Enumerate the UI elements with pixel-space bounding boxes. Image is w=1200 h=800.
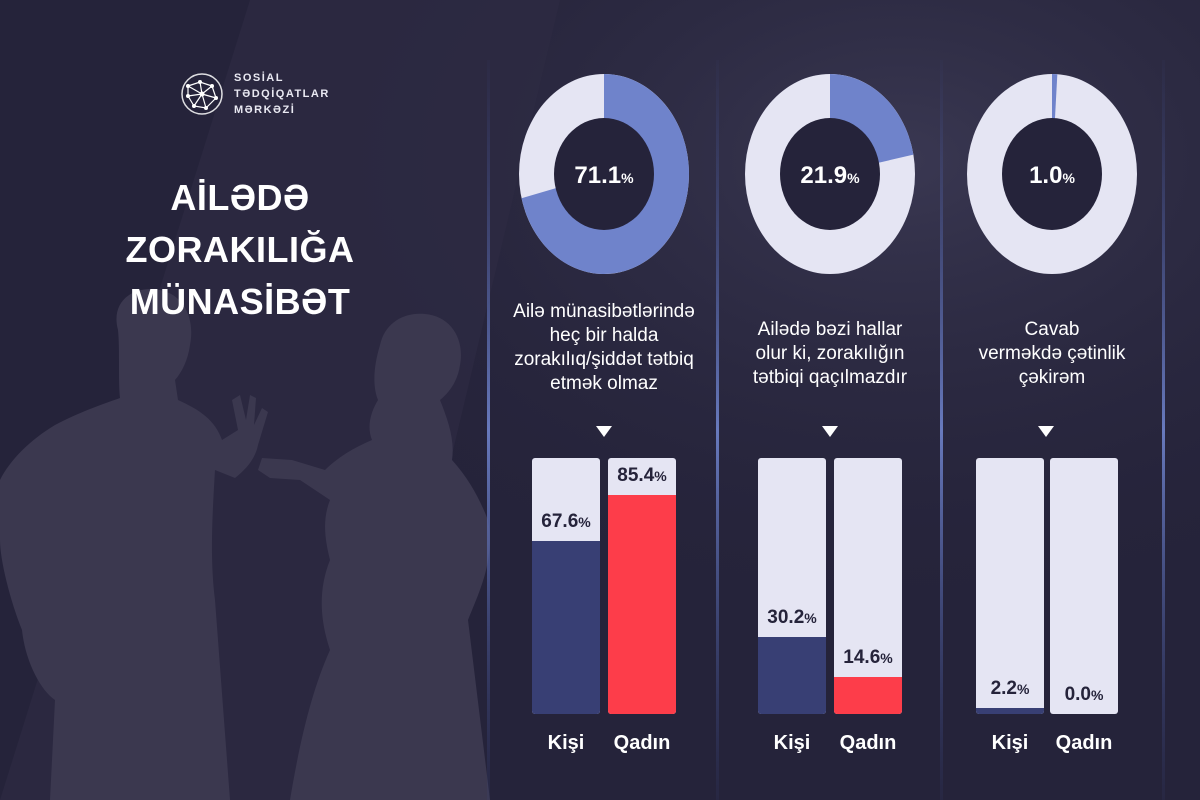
category-label-kisi: Kişi xyxy=(991,732,1029,754)
answer-column-2: 21.9% Ailədə bəzi hallar olur ki, zorakı… xyxy=(730,0,930,800)
man-silhouette xyxy=(0,289,268,800)
brand-line: SOSİAL xyxy=(234,72,284,84)
bar-value-label: 14.6% xyxy=(843,647,893,668)
donut-center xyxy=(1002,118,1102,230)
category-label-kisi: Kişi xyxy=(773,732,811,754)
answer-text: Ailədə bəzi hallar olur ki, zorakılığın … xyxy=(720,318,940,390)
divider-2 xyxy=(716,60,719,800)
title-line: AİLƏDƏ ZORAKILIĞA xyxy=(125,177,355,270)
pointer-triangle-icon xyxy=(822,426,838,437)
bar-qadin: 14.6% xyxy=(834,458,902,714)
donut-chart: 1.0% xyxy=(962,72,1142,277)
title-line: MÜNASİBƏT xyxy=(129,281,351,322)
donut-center xyxy=(780,118,880,230)
answer-column-3: 1.0% Cavab verməkdə çətinlik çəkirəm 2.2… xyxy=(952,0,1152,800)
divider-1 xyxy=(487,60,490,800)
bar-value-label: 2.2% xyxy=(990,678,1030,699)
pointer-triangle-icon xyxy=(596,426,612,437)
bar-kisi: 2.2% xyxy=(976,458,1044,714)
donut-value-label: 71.1% xyxy=(574,162,634,189)
pointer-triangle-icon xyxy=(1038,426,1054,437)
bar-fill-kisi xyxy=(532,541,600,714)
category-label-qadin: Qadın xyxy=(613,732,671,754)
bar-fill-kisi xyxy=(976,708,1044,714)
donut-value-label: 21.9% xyxy=(800,162,860,189)
category-label-qadin: Qadın xyxy=(839,732,897,754)
bar-fill-kisi xyxy=(758,637,826,714)
answer-line: tətbiqi qaçılmazdır xyxy=(752,367,908,388)
answer-text: Cavab verməkdə çətinlik çəkirəm xyxy=(942,318,1162,390)
answer-text: Ailə münasibətlərində heç bir halda zora… xyxy=(494,300,714,396)
bar-value-label: 85.4% xyxy=(617,465,667,486)
brand-logo: SOSİAL TƏDQİQATLAR MƏRKƏZİ xyxy=(178,70,330,118)
answer-line: Ailədə bəzi hallar xyxy=(757,319,903,340)
brand-name: SOSİAL TƏDQİQATLAR MƏRKƏZİ xyxy=(234,70,330,118)
category-label-qadin: Qadın xyxy=(1055,732,1113,754)
page-title: AİLƏDƏ ZORAKILIĞA MÜNASİBƏT xyxy=(90,172,390,328)
bar-kisi: 67.6% xyxy=(532,458,600,714)
answer-line: Cavab xyxy=(1024,319,1080,340)
brand-line: TƏDQİQATLAR xyxy=(234,88,330,100)
bar-value-label: 30.2% xyxy=(767,607,817,628)
answer-line: verməkdə çətinlik xyxy=(978,343,1126,364)
network-globe-icon xyxy=(181,73,223,115)
bar-value-label: 0.0% xyxy=(1064,684,1104,705)
answer-column-1: 71.1% Ailə münasibətlərində heç bir hald… xyxy=(504,0,704,800)
answer-line: etmək olmaz xyxy=(550,373,658,394)
donut-chart: 71.1% xyxy=(514,72,694,277)
bar-fill-qadin xyxy=(834,677,902,714)
donut-chart: 21.9% xyxy=(740,72,920,277)
category-label-kisi: Kişi xyxy=(547,732,585,754)
answer-line: olur ki, zorakılığın xyxy=(755,343,905,364)
divider-3 xyxy=(940,60,943,800)
bar-fill-qadin xyxy=(608,495,676,714)
brand-line: MƏRKƏZİ xyxy=(234,104,296,116)
answer-line: zorakılıq/şiddət tətbiq xyxy=(514,349,694,370)
bar-value-label: 67.6% xyxy=(541,511,591,532)
bar-kisi: 30.2% xyxy=(758,458,826,714)
bar-qadin: 85.4% xyxy=(608,458,676,714)
answer-line: heç bir halda xyxy=(549,325,659,346)
answer-line: Ailə münasibətlərində xyxy=(513,301,695,322)
answer-line: çəkirəm xyxy=(1018,367,1086,388)
bar-qadin: 0.0% xyxy=(1050,458,1118,714)
divider-4 xyxy=(1162,60,1165,800)
donut-value-label: 1.0% xyxy=(1029,162,1075,189)
woman-silhouette xyxy=(258,313,490,800)
donut-center xyxy=(554,118,654,230)
